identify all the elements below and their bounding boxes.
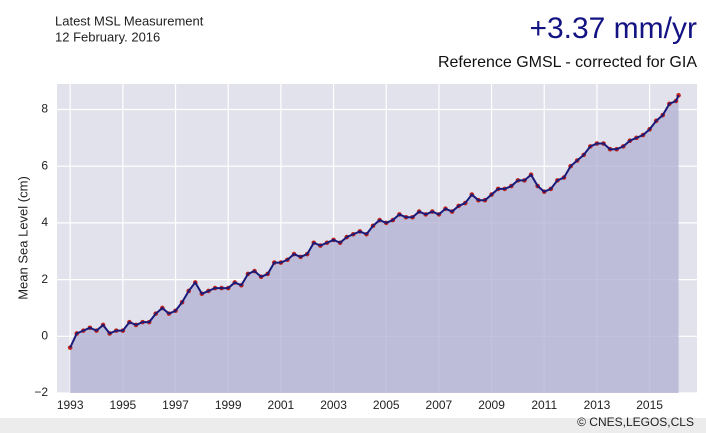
x-tick-label: 2011 bbox=[531, 398, 557, 412]
y-tick-label: 4 bbox=[41, 215, 48, 229]
x-tick-label: 1993 bbox=[57, 398, 84, 412]
x-tick-label: 2015 bbox=[636, 398, 663, 412]
source: © CNES,LEGOS,CLS bbox=[577, 415, 694, 429]
x-tick-label: 2009 bbox=[478, 398, 505, 412]
x-tick-label: 2001 bbox=[268, 398, 295, 412]
x-tick-label: 1995 bbox=[109, 398, 136, 412]
x-tick-label: 1999 bbox=[215, 398, 242, 412]
x-tick-label: 2013 bbox=[584, 398, 611, 412]
area bbox=[70, 95, 679, 393]
chart-title: +3.37 mm/yr bbox=[529, 12, 697, 45]
x-tick-label: 2005 bbox=[373, 398, 400, 412]
line bbox=[69, 94, 680, 349]
y-axis-label: Mean Sea Level (cm) bbox=[15, 176, 30, 300]
x-tick-label: 2003 bbox=[320, 398, 347, 412]
y-tick-label: 0 bbox=[41, 328, 48, 342]
y-tick-label: 8 bbox=[41, 102, 48, 116]
y-tick-label: 2 bbox=[41, 272, 48, 286]
x-tick-label: 1997 bbox=[162, 398, 189, 412]
chart-subtitle: Reference GMSL - corrected for GIA bbox=[438, 54, 697, 71]
x-tick-label: 2007 bbox=[426, 398, 453, 412]
annotation: 12 February. 2016 bbox=[55, 29, 160, 44]
footer-strip bbox=[0, 418, 706, 433]
annotation: Latest MSL Measurement bbox=[55, 13, 204, 28]
y-tick-label: 6 bbox=[41, 158, 48, 172]
y-tick-label: −2 bbox=[34, 385, 48, 399]
